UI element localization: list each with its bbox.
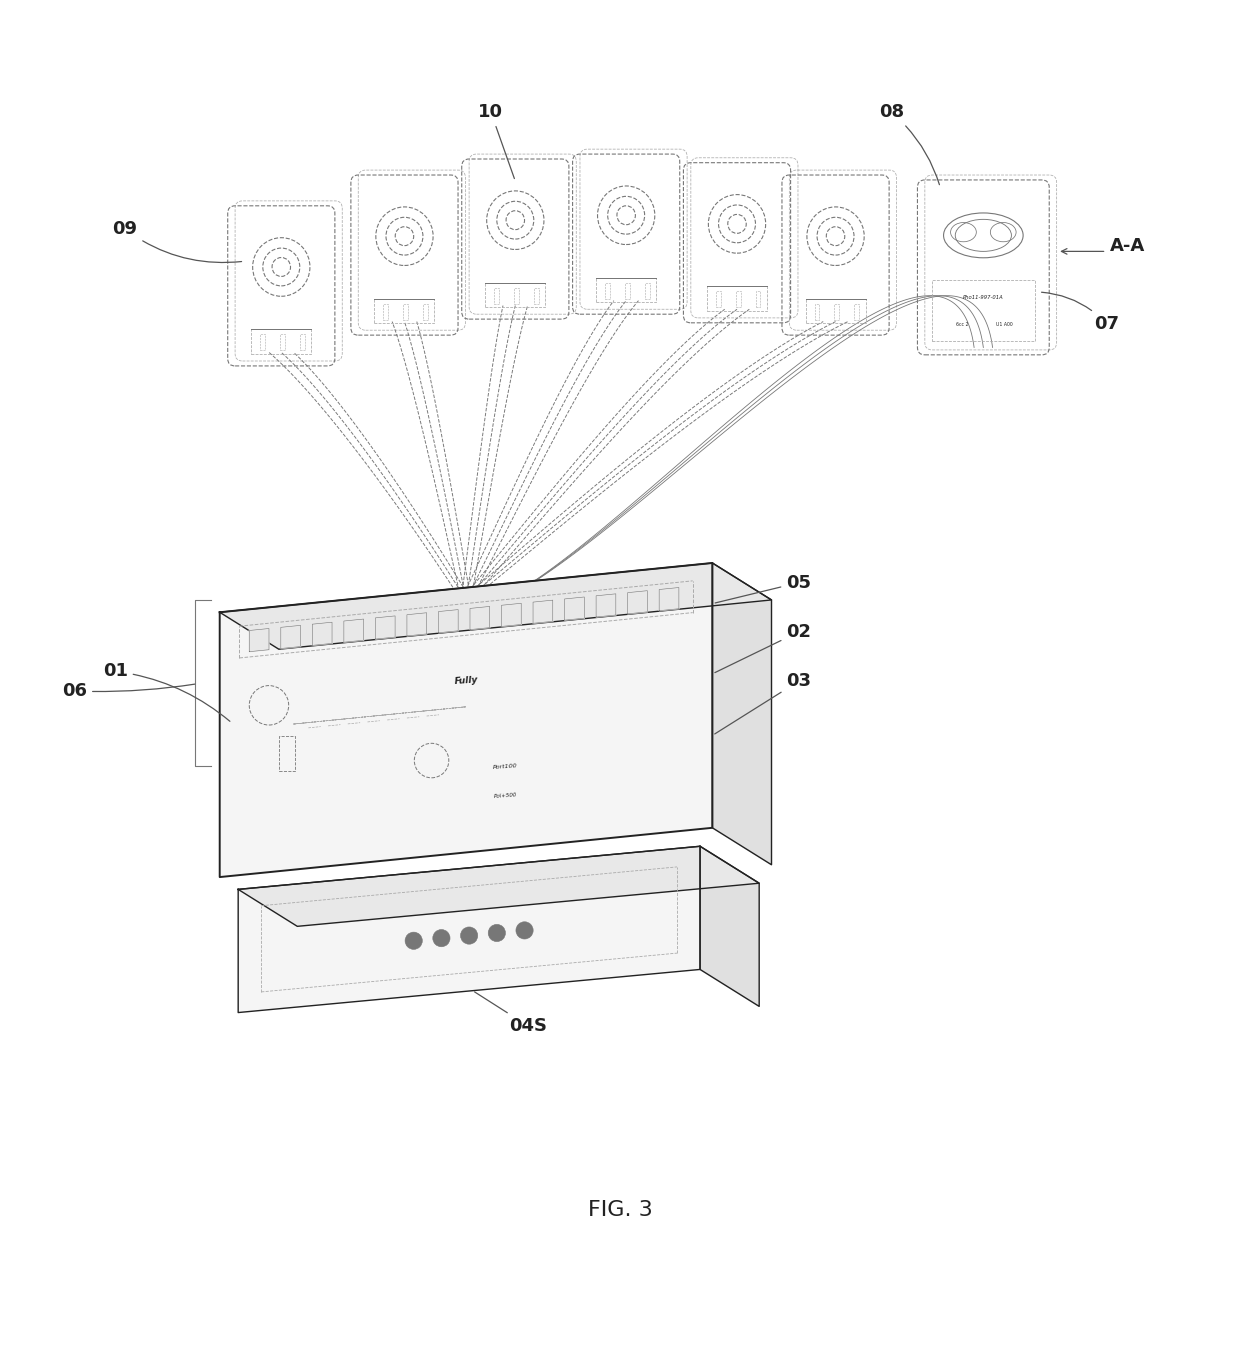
Bar — [534, 287, 538, 303]
Polygon shape — [712, 563, 771, 865]
Bar — [755, 291, 760, 307]
Polygon shape — [219, 563, 712, 877]
Text: 10: 10 — [479, 103, 515, 178]
Polygon shape — [439, 609, 458, 632]
Bar — [252, 329, 311, 354]
Polygon shape — [701, 846, 759, 1006]
Polygon shape — [407, 613, 427, 636]
Polygon shape — [596, 594, 616, 617]
Text: 08: 08 — [879, 103, 940, 185]
Bar — [280, 335, 285, 351]
Polygon shape — [660, 588, 678, 611]
Bar — [815, 303, 820, 320]
Text: 06: 06 — [62, 681, 195, 700]
Polygon shape — [312, 623, 332, 646]
Text: 07: 07 — [1042, 292, 1120, 333]
Polygon shape — [501, 604, 521, 627]
Text: Pho11-997-01A: Pho11-997-01A — [963, 295, 1003, 299]
Bar — [931, 280, 1035, 341]
Polygon shape — [238, 846, 759, 926]
Text: 02: 02 — [715, 623, 811, 673]
Text: FIG. 3: FIG. 3 — [588, 1200, 652, 1220]
Polygon shape — [219, 563, 771, 649]
Text: 6cc 2: 6cc 2 — [956, 321, 968, 326]
Circle shape — [516, 922, 533, 938]
Circle shape — [405, 932, 423, 949]
Bar — [735, 291, 740, 307]
Text: 01: 01 — [103, 662, 229, 721]
Polygon shape — [470, 607, 490, 630]
Text: 09: 09 — [113, 220, 242, 262]
Polygon shape — [376, 616, 396, 639]
Bar — [383, 303, 388, 320]
Polygon shape — [238, 846, 701, 1013]
Bar — [403, 303, 408, 320]
Circle shape — [460, 928, 477, 944]
Bar — [300, 335, 305, 351]
Circle shape — [433, 929, 450, 947]
Bar — [515, 287, 518, 303]
Bar — [806, 299, 866, 324]
Polygon shape — [343, 619, 363, 642]
Bar — [495, 287, 498, 303]
Bar — [279, 736, 295, 771]
Bar — [625, 283, 630, 299]
Text: Port100: Port100 — [494, 763, 518, 770]
Bar — [374, 299, 434, 324]
Text: 04S: 04S — [475, 991, 547, 1035]
Bar — [854, 303, 859, 320]
Text: 03: 03 — [714, 672, 811, 734]
Bar — [423, 303, 428, 320]
Circle shape — [489, 925, 506, 941]
Bar — [596, 277, 656, 302]
Bar — [260, 335, 265, 351]
Bar — [835, 303, 839, 320]
Bar — [715, 291, 720, 307]
Text: Pol+500: Pol+500 — [494, 793, 517, 798]
Text: 05: 05 — [715, 574, 811, 602]
Bar — [707, 287, 768, 311]
Polygon shape — [564, 597, 584, 620]
Polygon shape — [249, 628, 269, 651]
Text: Fully: Fully — [454, 675, 479, 685]
Polygon shape — [533, 600, 553, 623]
Bar — [485, 283, 546, 307]
Bar — [645, 283, 650, 299]
Text: U1 A00: U1 A00 — [996, 321, 1012, 326]
Polygon shape — [280, 626, 300, 649]
Bar — [605, 283, 610, 299]
Polygon shape — [627, 590, 647, 613]
Text: A-A: A-A — [1110, 238, 1146, 256]
